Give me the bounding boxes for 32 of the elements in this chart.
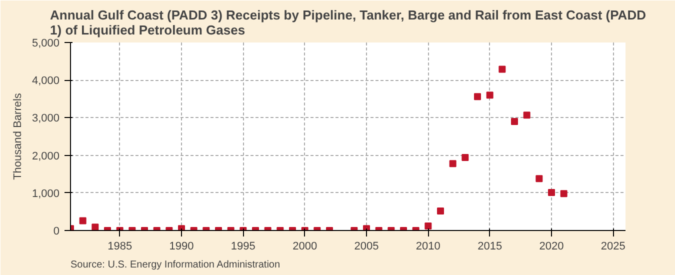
y-tick-label: 4,000 bbox=[32, 75, 60, 88]
y-tick-label: 1,000 bbox=[32, 188, 60, 200]
point bbox=[511, 118, 518, 125]
point bbox=[462, 154, 469, 162]
x-tick-label: 2010 bbox=[416, 240, 440, 252]
point bbox=[424, 222, 432, 230]
y-tick-label: 3,000 bbox=[32, 112, 60, 125]
source-note: Source: U.S. Energy Information Administration bbox=[70, 260, 280, 270]
point bbox=[523, 112, 530, 119]
x-tick-label: 2015 bbox=[478, 240, 502, 252]
point bbox=[92, 224, 99, 230]
x-tick-label: 2025 bbox=[600, 240, 626, 252]
y-tick-label: 5,000 bbox=[32, 38, 60, 50]
point bbox=[548, 189, 555, 196]
x-tick-label: 1990 bbox=[169, 240, 194, 252]
point bbox=[498, 66, 506, 73]
point bbox=[474, 93, 481, 100]
point bbox=[79, 217, 86, 224]
x-tick-label: 2000 bbox=[292, 240, 318, 252]
point bbox=[560, 190, 568, 198]
x-tick-label: 1995 bbox=[230, 240, 256, 252]
y-axis-title: Thousand Barrels bbox=[12, 92, 24, 180]
chart-title: Annual Gulf Coast (PADD 3) Receipts by Pipeline, Tanker, Barge and Rail from East Coast (PADD 1) of Liquified Petroleum Gases bbox=[50, 8, 646, 38]
y-tick-label: 0 bbox=[53, 226, 60, 238]
x-tick-label: 2005 bbox=[354, 240, 379, 252]
x-tick-label: 2020 bbox=[539, 240, 564, 252]
point bbox=[449, 160, 456, 168]
point bbox=[486, 92, 494, 99]
point bbox=[536, 175, 543, 182]
point bbox=[437, 207, 444, 214]
y-tick-label: 2,000 bbox=[32, 150, 60, 162]
x-tick-label: 1985 bbox=[108, 240, 132, 252]
